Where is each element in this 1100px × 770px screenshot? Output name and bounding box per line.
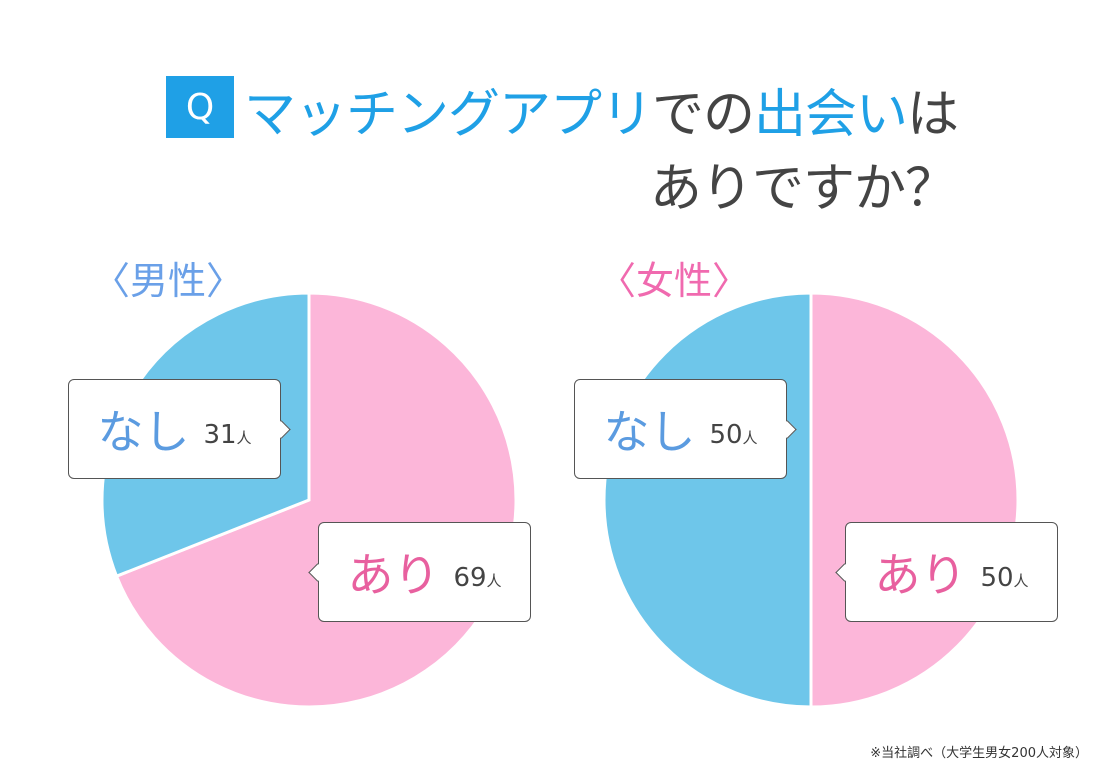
slice-label: あり xyxy=(874,548,967,602)
male-label: 〈男性〉 xyxy=(92,259,245,303)
title-text-4: は xyxy=(907,85,959,145)
slice-label: あり xyxy=(347,548,440,602)
title-text-2: での xyxy=(652,85,755,145)
slice-value: 50 xyxy=(980,563,1014,593)
unit: 人 xyxy=(742,429,758,447)
female-slice-ari xyxy=(809,291,1020,709)
unit: 人 xyxy=(236,429,252,447)
male-nashi-callout: なし 31人 xyxy=(68,379,291,479)
unit: 人 xyxy=(486,572,502,590)
slice-label: なし xyxy=(97,405,190,459)
title-highlight-3: 出会い xyxy=(754,85,908,145)
title-line2: ありですか？ xyxy=(650,159,957,219)
female-nashi-callout: なし 50人 xyxy=(574,379,797,479)
title-line1: マッチングアプリでの出会いは xyxy=(244,72,959,147)
slice-label: なし xyxy=(603,405,696,459)
footnote: ※当社調べ（大学生男女200人対象） xyxy=(870,746,1088,761)
male-ari-callout: あり 69人 xyxy=(308,522,531,622)
female-slice-nashi xyxy=(602,291,813,709)
slice-value: 69 xyxy=(453,563,487,593)
female-label: 〈女性〉 xyxy=(598,259,751,303)
slice-value: 31 xyxy=(203,420,237,450)
slice-value: 50 xyxy=(709,420,743,450)
unit: 人 xyxy=(1013,572,1029,590)
female-ari-callout: あり 50人 xyxy=(835,522,1058,622)
q-badge: Q xyxy=(166,76,234,138)
title-highlight-1: マッチングアプリ xyxy=(244,85,653,145)
